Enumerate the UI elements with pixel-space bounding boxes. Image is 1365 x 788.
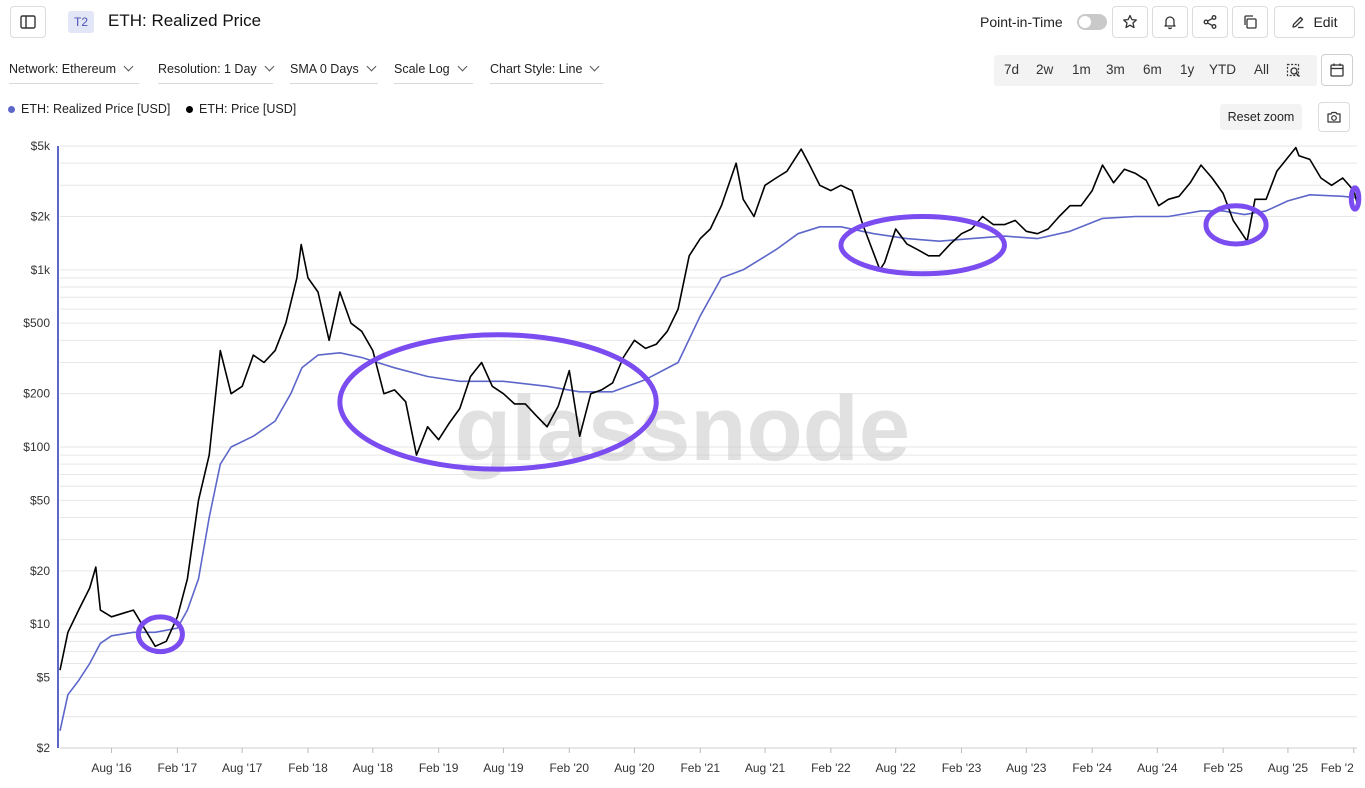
network-select[interactable]: Network: Ethereum (9, 56, 139, 84)
x-tick-label: Feb '25 (1203, 761, 1243, 775)
range-2w[interactable]: 2w (1036, 62, 1054, 77)
range-1m[interactable]: 1m (1072, 62, 1091, 77)
x-tick-label: Aug '19 (483, 761, 524, 775)
x-tick-label: Aug '20 (614, 761, 655, 775)
x-tick-label: Aug '21 (745, 761, 786, 775)
chart-style-select-label: Chart Style: Line (490, 61, 583, 76)
sma-select-label: SMA 0 Days (290, 61, 359, 76)
chevron-down-icon (123, 61, 134, 72)
screenshot-button[interactable] (1318, 102, 1350, 132)
time-range-selector: 7d 2w 1m 3m 6m 1y YTD All (994, 55, 1317, 86)
range-6m[interactable]: 6m (1143, 62, 1162, 77)
copy-icon (1244, 15, 1257, 29)
range-1y[interactable]: 1y (1180, 62, 1195, 77)
realized-price-line (59, 194, 1358, 731)
range-ytd[interactable]: YTD (1209, 62, 1236, 77)
x-tick-label: Aug '24 (1137, 761, 1178, 775)
calendar-icon (1330, 63, 1344, 77)
x-tick-label: Aug '23 (1006, 761, 1047, 775)
bell-icon (1164, 16, 1176, 30)
x-tick-label: Feb '22 (811, 761, 851, 775)
legend-dot (8, 105, 15, 113)
y-tick-label: $20 (30, 564, 50, 578)
highlight-ellipse (838, 214, 1007, 277)
point-in-time-toggle[interactable] (1077, 14, 1107, 30)
x-tick-label: Aug '16 (91, 761, 132, 775)
scale-select[interactable]: Scale Log (394, 56, 473, 84)
y-tick-label: $200 (23, 387, 50, 401)
highlight-ellipse (1203, 203, 1269, 247)
legend-item-price[interactable]: ETH: Price [USD] (186, 102, 296, 116)
x-tick-label: Feb '21 (680, 761, 720, 775)
x-tick-label: Feb '24 (1072, 761, 1112, 775)
share-icon (1203, 15, 1217, 29)
resolution-select[interactable]: Resolution: 1 Day (158, 56, 275, 84)
y-tick-label: $10 (30, 617, 50, 631)
x-tick-label: Feb '2 (1321, 761, 1354, 775)
chart-canvas[interactable]: glassnode $5k $2k $1k $500 $200 $100 $50 $20 $10… (0, 135, 1365, 788)
x-tick-label: Feb '19 (419, 761, 459, 775)
range-all[interactable]: All (1254, 62, 1270, 77)
x-tick-label: Feb '20 (549, 761, 589, 775)
grid-lines (57, 145, 1357, 749)
chart-style-select[interactable]: Chart Style: Line (490, 56, 603, 84)
y-tick-label: $2 (37, 741, 51, 755)
edit-button-label: Edit (1313, 14, 1338, 30)
chevron-down-icon (589, 61, 600, 72)
chevron-down-icon (264, 61, 275, 72)
star-icon (1123, 14, 1137, 29)
range-3m[interactable]: 3m (1106, 62, 1125, 77)
point-in-time-label: Point-in-Time (980, 14, 1063, 30)
duplicate-button[interactable] (1232, 6, 1268, 38)
y-axis: $5k $2k $1k $500 $200 $100 $50 $20 $10 $5 $2 (23, 139, 51, 755)
y-tick-label: $5k (31, 139, 51, 153)
x-axis: Aug '16 Feb '17 Aug '17 Feb '18 Aug '18 Feb '… (91, 748, 1355, 775)
reset-zoom-button[interactable]: Reset zoom (1220, 104, 1302, 130)
chevron-down-icon (366, 61, 377, 72)
sma-select[interactable]: SMA 0 Days (290, 56, 378, 84)
highlight-ellipse (135, 614, 185, 655)
sidebar-icon (20, 15, 36, 29)
x-tick-label: Aug '17 (222, 761, 263, 775)
x-tick-label: Aug '18 (353, 761, 394, 775)
y-tick-label: $5 (37, 670, 51, 684)
legend-dot (186, 105, 193, 113)
highlight-ellipse (337, 332, 659, 472)
y-tick-label: $1k (31, 263, 51, 277)
watermark: glassnode (455, 378, 910, 480)
top-bar: T2 ETH: Realized Price Point-in-Time Edi… (0, 0, 1365, 44)
x-tick-label: Feb '18 (288, 761, 328, 775)
share-button[interactable] (1192, 6, 1228, 38)
legend-label: ETH: Price [USD] (199, 102, 297, 116)
sidebar-toggle-button[interactable] (10, 6, 46, 38)
x-tick-label: Aug '22 (876, 761, 917, 775)
pencil-icon (1292, 16, 1304, 29)
date-range-button[interactable] (1321, 54, 1353, 86)
range-7d[interactable]: 7d (1004, 62, 1020, 77)
annotations (135, 185, 1362, 655)
edit-button[interactable]: Edit (1274, 6, 1355, 38)
camera-icon (1327, 111, 1341, 123)
x-tick-label: Feb '23 (942, 761, 982, 775)
chevron-down-icon (457, 61, 468, 72)
zoom-select-icon[interactable] (1286, 63, 1302, 79)
alert-button[interactable] (1152, 6, 1188, 38)
highlight-ellipse (1348, 185, 1362, 212)
x-tick-label: Aug '25 (1268, 761, 1309, 775)
y-tick-label: $50 (30, 493, 50, 507)
network-select-label: Network: Ethereum (9, 61, 116, 76)
tier-badge: T2 (68, 11, 94, 33)
y-tick-label: $500 (23, 316, 50, 330)
page-title: ETH: Realized Price (108, 11, 262, 30)
x-tick-label: Feb '17 (158, 761, 198, 775)
y-tick-label: $100 (23, 440, 50, 454)
series-lines (59, 146, 1358, 731)
price-line (59, 146, 1358, 671)
favorite-button[interactable] (1112, 6, 1148, 38)
legend-label: ETH: Realized Price [USD] (21, 102, 171, 116)
scale-select-label: Scale Log (394, 61, 450, 76)
legend-item-realized-price[interactable]: ETH: Realized Price [USD] (8, 102, 170, 116)
y-tick-label: $2k (31, 210, 51, 224)
resolution-select-label: Resolution: 1 Day (158, 61, 257, 76)
